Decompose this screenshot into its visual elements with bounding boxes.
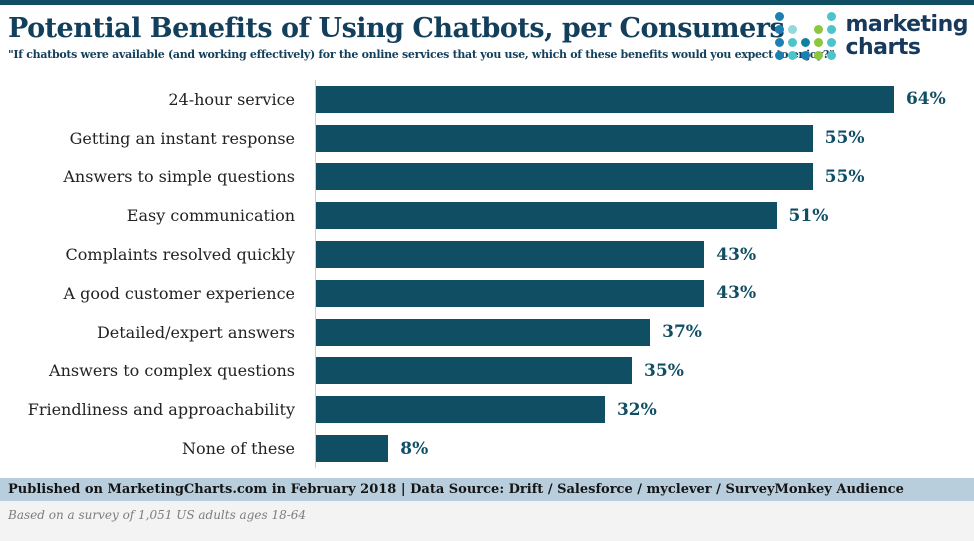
category-label: Answers to complex questions xyxy=(49,361,295,381)
logo-dot xyxy=(788,38,798,47)
category-label: Complaints resolved quickly xyxy=(65,245,295,265)
logo-dot xyxy=(814,51,824,60)
value-label: 32% xyxy=(616,399,657,420)
value-label: 37% xyxy=(662,322,702,343)
bar-row: Easy communication 51% xyxy=(0,196,974,236)
logo-dot xyxy=(827,25,837,34)
top-border xyxy=(0,0,974,5)
logo-dots-icon xyxy=(775,12,837,60)
logo-dot xyxy=(814,25,824,34)
value-label: 51% xyxy=(788,205,829,226)
value-label: 8% xyxy=(400,438,429,459)
bar xyxy=(316,85,894,113)
logo-dot xyxy=(827,12,837,21)
category-label: Detailed/expert answers xyxy=(96,322,295,342)
bar xyxy=(316,396,605,424)
category-label: A good customer experience xyxy=(63,283,295,303)
logo-dot-empty xyxy=(814,12,823,21)
logo-dot xyxy=(775,38,785,47)
bar-track: 55% xyxy=(315,118,974,158)
bar xyxy=(316,163,813,191)
bar xyxy=(316,435,389,463)
bar-track: 43% xyxy=(315,235,974,274)
marketingcharts-logo: marketing charts xyxy=(775,12,968,60)
value-label: 35% xyxy=(644,360,684,381)
bar-row: Complaints resolved quickly 43% xyxy=(0,235,974,274)
logo-dot xyxy=(827,51,837,60)
category-label: None of these xyxy=(181,439,295,459)
bar xyxy=(316,318,651,346)
category-label: 24-hour service xyxy=(168,89,295,109)
bar-row: Getting an instant response 55% xyxy=(0,118,974,158)
logo-dot xyxy=(801,38,811,47)
category-label: Answers to simple questions xyxy=(63,167,295,187)
logo-dot xyxy=(775,25,785,34)
value-label: 43% xyxy=(716,244,757,265)
bar-track: 32% xyxy=(315,390,974,430)
bar-row: Detailed/expert answers 37% xyxy=(0,312,974,352)
logo-text-line1: marketing xyxy=(845,12,968,37)
logo-dot xyxy=(788,25,798,34)
logo-dot-empty xyxy=(801,25,810,34)
chart-subtitle: "If chatbots were available (and working… xyxy=(8,48,835,61)
value-label: 55% xyxy=(824,128,865,149)
value-label: 43% xyxy=(716,283,757,304)
bar-row: Answers to simple questions 55% xyxy=(0,157,974,197)
bar-track: 37% xyxy=(315,312,974,352)
logo-text-line2: charts xyxy=(845,35,921,60)
survey-note: Based on a survey of 1,051 US adults age… xyxy=(8,508,307,522)
bar-track: 8% xyxy=(315,429,974,468)
bar-chart: 24-hour service 64% Getting an instant res… xyxy=(0,80,974,468)
bar-row: 24-hour service 64% xyxy=(0,80,974,119)
bar-row: Answers to complex questions 35% xyxy=(0,351,974,391)
logo-dot-empty xyxy=(801,12,810,21)
logo-dot xyxy=(788,51,798,60)
note-area: Based on a survey of 1,051 US adults age… xyxy=(0,501,974,541)
bar-track: 64% xyxy=(315,80,974,119)
header: Potential Benefits of Using Chatbots, pe… xyxy=(0,5,974,80)
bar xyxy=(316,202,777,230)
bar xyxy=(316,241,705,269)
bar-row: None of these 8% xyxy=(0,429,974,468)
logo-dot xyxy=(775,12,785,21)
bar xyxy=(316,279,705,307)
category-label: Getting an instant response xyxy=(69,128,295,148)
bar-track: 43% xyxy=(315,273,974,313)
logo-dot xyxy=(801,51,811,60)
category-label: Easy communication xyxy=(126,206,295,226)
page-title: Potential Benefits of Using Chatbots, pe… xyxy=(8,13,785,44)
bar-track: 55% xyxy=(315,157,974,197)
value-label: 64% xyxy=(905,89,946,110)
bar xyxy=(316,124,813,152)
logo-text: marketing charts xyxy=(845,13,968,59)
bar-row: Friendliness and approachability 32% xyxy=(0,390,974,430)
logo-dot-empty xyxy=(788,12,797,21)
logo-dot xyxy=(775,51,785,60)
bar-row: A good customer experience 43% xyxy=(0,273,974,313)
logo-dot xyxy=(827,38,837,47)
bar-track: 35% xyxy=(315,351,974,391)
category-label: Friendliness and approachability xyxy=(27,400,295,420)
bar-track: 51% xyxy=(315,196,974,236)
bar xyxy=(316,357,633,385)
publication-band: Published on MarketingCharts.com in Febr… xyxy=(0,478,974,501)
logo-dot xyxy=(814,38,824,47)
value-label: 55% xyxy=(824,166,865,187)
